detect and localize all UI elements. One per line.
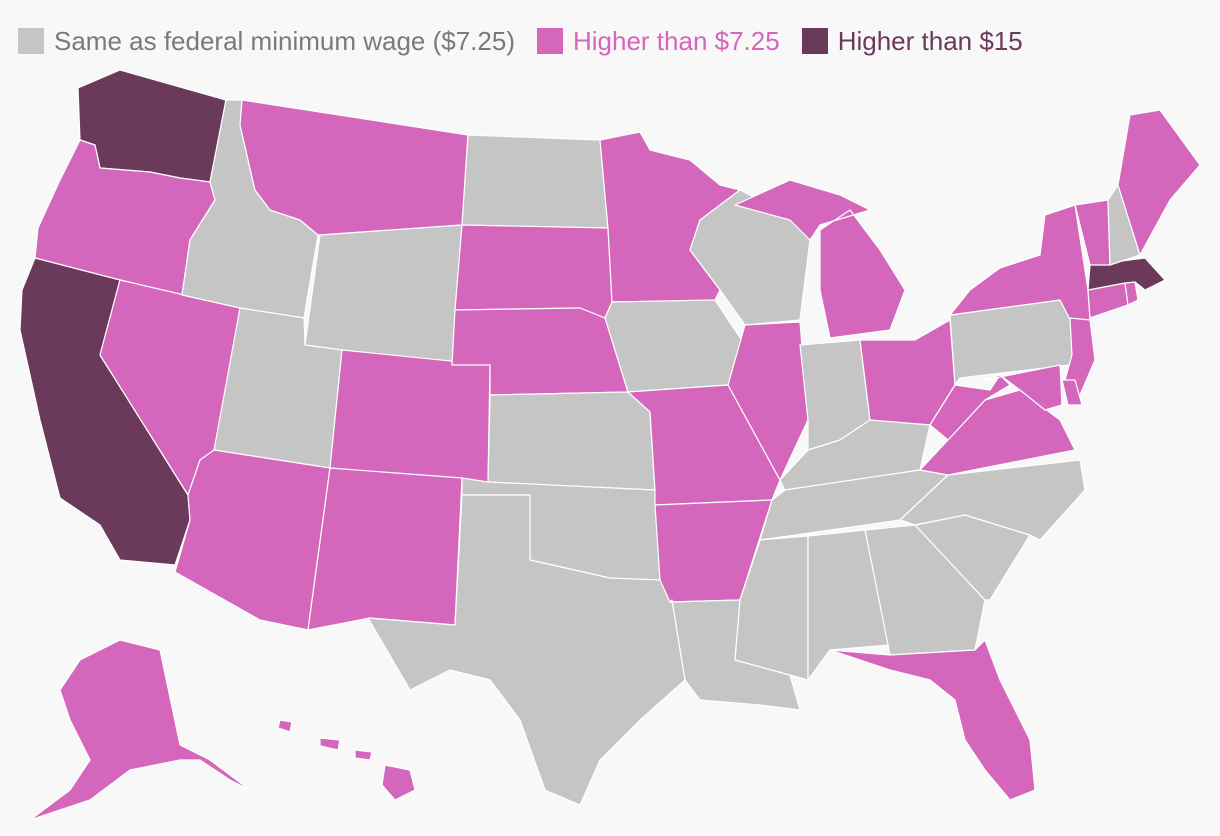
state-co[interactable]: [329, 349, 491, 483]
state-tx[interactable]: [367, 494, 686, 806]
state-nj[interactable]: [1064, 317, 1096, 396]
state-hi[interactable]: [277, 719, 416, 801]
state-wy[interactable]: [304, 224, 463, 366]
state-md[interactable]: [984, 364, 1063, 411]
legend-item-same: Same as federal minimum wage ($7.25): [18, 24, 515, 58]
legend-label-higher15: Higher than $15: [837, 26, 1023, 56]
states-group: [19, 69, 1201, 821]
legend-swatch-same: [18, 28, 44, 54]
state-me[interactable]: [1117, 109, 1201, 256]
state-ma[interactable]: [1087, 257, 1166, 291]
state-ks[interactable]: [487, 391, 656, 491]
state-ia[interactable]: [604, 299, 746, 393]
legend: Same as federal minimum wage ($7.25) Hig…: [18, 24, 1045, 58]
state-sd[interactable]: [454, 224, 613, 319]
state-ri[interactable]: [1124, 281, 1139, 306]
state-wa[interactable]: [77, 69, 227, 183]
legend-item-higher: Higher than $7.25: [536, 24, 780, 58]
state-il[interactable]: [727, 321, 809, 481]
state-de[interactable]: [1061, 379, 1083, 406]
legend-item-higher15: Higher than $15: [801, 24, 1023, 58]
state-al[interactable]: [807, 529, 891, 681]
state-ga[interactable]: [864, 524, 986, 656]
state-mi[interactable]: [734, 179, 906, 339]
state-nd[interactable]: [461, 134, 609, 229]
state-wi[interactable]: [689, 189, 811, 326]
state-wv[interactable]: [929, 374, 1011, 441]
state-nc[interactable]: [899, 459, 1086, 541]
state-az[interactable]: [174, 449, 331, 631]
state-ak[interactable]: [29, 639, 251, 821]
legend-swatch-higher15: [801, 28, 828, 54]
state-fl[interactable]: [829, 639, 1036, 801]
legend-label-higher: Higher than $7.25: [572, 26, 780, 56]
state-nm[interactable]: [307, 467, 463, 631]
legend-swatch-higher: [536, 28, 563, 54]
legend-label-same: Same as federal minimum wage ($7.25): [54, 26, 515, 56]
